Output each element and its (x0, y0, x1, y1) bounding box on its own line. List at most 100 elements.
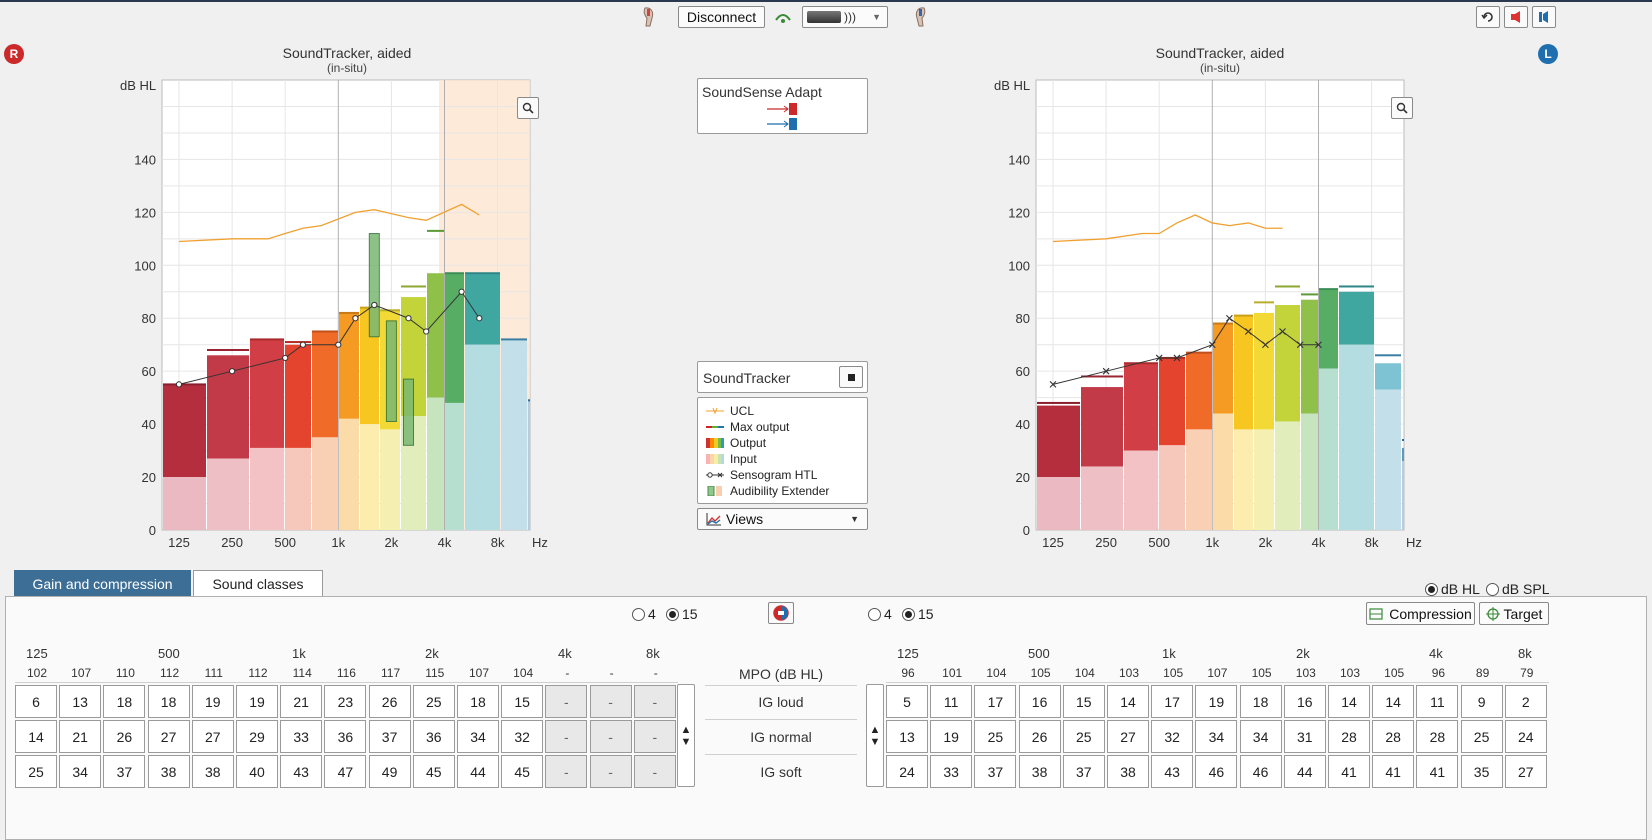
link-sides-button[interactable] (768, 602, 794, 624)
gain-cell-ig-soft[interactable]: 45 (501, 755, 544, 788)
gain-cell-ig-normal[interactable]: 25 (1062, 720, 1105, 753)
gain-cell-ig-soft[interactable]: 40 (236, 755, 278, 788)
gain-cell-ig-loud[interactable]: 26 (368, 685, 411, 718)
disconnect-button[interactable]: Disconnect (678, 6, 765, 28)
compression-button[interactable]: Compression (1366, 602, 1475, 625)
gain-cell-ig-soft[interactable]: 37 (1062, 755, 1105, 788)
right-gain-stepper[interactable]: ▲ ▼ (677, 684, 695, 787)
gain-cell-ig-normal[interactable]: 34 (1239, 720, 1282, 753)
gain-cell-ig-soft[interactable]: 43 (280, 755, 323, 788)
gain-cell-ig-soft[interactable]: 41 (1372, 755, 1415, 788)
gain-cell-ig-loud[interactable]: 15 (501, 685, 544, 718)
gain-cell-ig-normal[interactable]: 34 (1195, 720, 1238, 753)
gain-cell-ig-normal[interactable]: 36 (412, 720, 455, 753)
gain-cell-ig-soft[interactable]: 34 (59, 755, 102, 788)
gain-cell-ig-soft[interactable]: 38 (191, 755, 234, 788)
right-channels-4-radio[interactable]: 4 (632, 606, 656, 622)
gain-cell-ig-loud[interactable]: 6 (15, 685, 57, 718)
unit-dbspl-radio[interactable]: dB SPL (1486, 581, 1549, 597)
gain-cell-ig-normal[interactable]: 25 (974, 720, 1017, 753)
gain-cell-ig-soft[interactable]: 37 (103, 755, 146, 788)
gain-cell-ig-soft[interactable]: 38 (1018, 755, 1061, 788)
gain-cell-ig-normal[interactable]: 33 (280, 720, 323, 753)
mute-right-icon[interactable] (1504, 6, 1528, 28)
gain-cell-ig-soft[interactable]: 47 (324, 755, 367, 788)
gain-cell-ig-soft[interactable]: 25 (15, 755, 57, 788)
mute-left-icon[interactable] (1532, 6, 1556, 28)
gain-cell-ig-soft[interactable]: 41 (1328, 755, 1370, 788)
gain-cell-ig-normal[interactable]: 26 (1018, 720, 1061, 753)
tab-gain-compression[interactable]: Gain and compression (14, 570, 191, 596)
zoom-right-icon[interactable] (517, 97, 539, 119)
gain-cell-ig-loud[interactable]: 18 (1239, 685, 1282, 718)
gain-cell-ig-normal[interactable]: 34 (457, 720, 499, 753)
gain-cell-ig-soft[interactable]: 33 (930, 755, 973, 788)
device-dropdown[interactable]: ))) ▼ (802, 6, 888, 28)
gain-cell-ig-soft[interactable]: 44 (1283, 755, 1326, 788)
gain-cell-ig-normal[interactable]: 24 (1504, 720, 1547, 753)
target-button[interactable]: Target (1479, 602, 1549, 625)
gain-cell-ig-loud[interactable]: 15 (1062, 685, 1105, 718)
gain-cell-ig-soft[interactable]: 46 (1239, 755, 1282, 788)
gain-cell-ig-soft[interactable]: 38 (1107, 755, 1149, 788)
gain-cell-ig-normal[interactable]: 19 (930, 720, 973, 753)
gain-cell-ig-loud[interactable]: 18 (103, 685, 146, 718)
gain-cell-ig-soft[interactable]: 38 (147, 755, 190, 788)
gain-cell-ig-soft[interactable]: 46 (1195, 755, 1238, 788)
gain-cell-ig-soft[interactable]: 27 (1504, 755, 1547, 788)
gain-cell-ig-loud[interactable]: 17 (1151, 685, 1194, 718)
gain-cell-ig-loud[interactable]: 21 (280, 685, 323, 718)
gain-cell-ig-normal[interactable]: 26 (103, 720, 146, 753)
gain-cell-ig-loud[interactable]: 23 (324, 685, 367, 718)
gain-cell-ig-loud[interactable]: 11 (1416, 685, 1459, 718)
gain-cell-ig-soft[interactable]: 35 (1460, 755, 1503, 788)
gain-cell-ig-normal[interactable]: 29 (236, 720, 278, 753)
gain-cell-ig-normal[interactable]: 21 (59, 720, 102, 753)
gain-cell-ig-soft[interactable]: 41 (1416, 755, 1459, 788)
gain-cell-ig-normal[interactable]: 32 (1151, 720, 1194, 753)
unit-dbhl-radio[interactable]: dB HL (1425, 581, 1480, 597)
gain-cell-ig-soft[interactable]: 24 (886, 755, 928, 788)
views-dropdown[interactable]: Views ▼ (697, 508, 868, 530)
gain-cell-ig-normal[interactable]: 27 (147, 720, 190, 753)
gain-cell-ig-soft[interactable]: 49 (368, 755, 411, 788)
gain-cell-ig-soft[interactable]: 44 (457, 755, 499, 788)
gain-cell-ig-normal[interactable]: 28 (1416, 720, 1459, 753)
gain-cell-ig-normal[interactable]: 37 (368, 720, 411, 753)
gain-cell-ig-normal[interactable]: 31 (1283, 720, 1326, 753)
gain-cell-ig-loud[interactable]: 18 (457, 685, 499, 718)
gain-cell-ig-loud[interactable]: 16 (1018, 685, 1061, 718)
gain-cell-ig-normal[interactable]: 28 (1328, 720, 1370, 753)
gain-cell-ig-normal[interactable]: 27 (1107, 720, 1149, 753)
gain-cell-ig-normal[interactable]: 13 (886, 720, 928, 753)
left-gain-stepper[interactable]: ▲ ▼ (866, 684, 884, 787)
tab-sound-classes[interactable]: Sound classes (193, 570, 323, 596)
gain-cell-ig-loud[interactable]: 14 (1107, 685, 1149, 718)
gain-cell-ig-loud[interactable]: 13 (59, 685, 102, 718)
gain-cell-ig-loud[interactable]: 11 (930, 685, 973, 718)
left-channels-15-radio[interactable]: 15 (902, 606, 934, 622)
gain-cell-ig-loud[interactable]: 9 (1460, 685, 1503, 718)
gain-cell-ig-normal[interactable]: 36 (324, 720, 367, 753)
gain-cell-ig-loud[interactable]: 16 (1283, 685, 1326, 718)
gain-cell-ig-normal[interactable]: 32 (501, 720, 544, 753)
gain-cell-ig-soft[interactable]: 37 (974, 755, 1017, 788)
gain-cell-ig-normal[interactable]: 27 (191, 720, 234, 753)
gain-cell-ig-soft[interactable]: 45 (412, 755, 455, 788)
gain-cell-ig-loud[interactable]: 5 (886, 685, 928, 718)
gain-cell-ig-loud[interactable]: 19 (236, 685, 278, 718)
right-channels-15-radio[interactable]: 15 (666, 606, 698, 622)
gain-cell-ig-normal[interactable]: 25 (1460, 720, 1503, 753)
left-channels-4-radio[interactable]: 4 (868, 606, 892, 622)
gain-cell-ig-loud[interactable]: 14 (1328, 685, 1370, 718)
gain-cell-ig-loud[interactable]: 19 (1195, 685, 1238, 718)
gain-cell-ig-loud[interactable]: 14 (1372, 685, 1415, 718)
gain-cell-ig-loud[interactable]: 25 (412, 685, 455, 718)
gain-cell-ig-loud[interactable]: 19 (191, 685, 234, 718)
gain-cell-ig-normal[interactable]: 14 (15, 720, 57, 753)
gain-cell-ig-loud[interactable]: 17 (974, 685, 1017, 718)
zoom-left-icon[interactable] (1391, 97, 1413, 119)
gain-cell-ig-loud[interactable]: 2 (1504, 685, 1547, 718)
stop-button[interactable] (839, 366, 863, 388)
undo-icon[interactable] (1476, 6, 1500, 28)
